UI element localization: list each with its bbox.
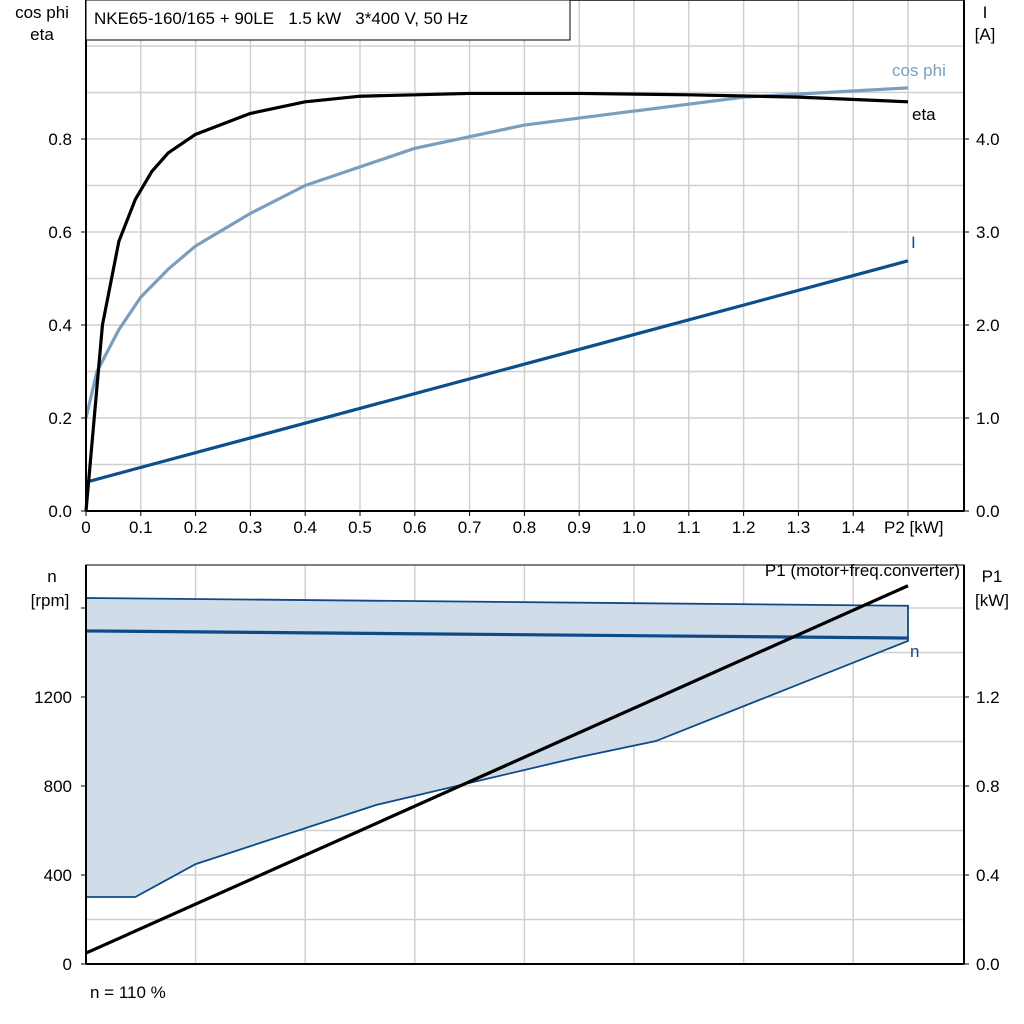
title-box	[85, 0, 571, 41]
x-tick-label: 0.9	[567, 518, 591, 537]
chart-marks	[84, 86, 909, 955]
series-line-p1	[85, 584, 909, 955]
series-line-n	[85, 629, 909, 640]
x-tick-label: 0.6	[403, 518, 427, 537]
y-right-tick-label: 1.2	[976, 688, 1000, 707]
y-left-tick-label: 1200	[34, 688, 72, 707]
x-axis-label: P2 [kW]	[884, 518, 944, 537]
x-tick-label: 1.4	[841, 518, 865, 537]
x-tick-label: 0.8	[513, 518, 537, 537]
y-left-label-2: eta	[30, 25, 54, 44]
y-left-tick-label: 400	[44, 866, 72, 885]
series-label-p1: P1 (motor+freq.converter)	[765, 561, 960, 580]
y-right-tick-label: 3.0	[976, 223, 1000, 242]
x-tick-label: 1.2	[732, 518, 756, 537]
y-right-tick-label: 0.8	[976, 777, 1000, 796]
y-left-tick-label: 0.4	[48, 316, 72, 335]
x-tick-label: 1.0	[622, 518, 646, 537]
series-label-cosphi: cos phi	[892, 61, 946, 80]
y-right-tick-label: 2.0	[976, 316, 1000, 335]
x-tick-label: 0.5	[348, 518, 372, 537]
speed-note: n = 110 %	[90, 983, 166, 1002]
series-label-i: I	[911, 233, 916, 252]
y-right-tick-label: 1.0	[976, 409, 1000, 428]
y-left-label-1: cos phi	[15, 3, 69, 22]
x-tick-label: 0	[81, 518, 90, 537]
x-tick-label: 0.3	[239, 518, 263, 537]
top-grid	[86, 0, 964, 511]
series-line-I	[85, 259, 909, 484]
x-tick-label: 1.3	[787, 518, 811, 537]
x-tick-label: 0.4	[293, 518, 317, 537]
bottom-y-right-label-2: [kW]	[975, 591, 1009, 610]
y-right-tick-label: 0.4	[976, 866, 1000, 885]
y-right-tick-label: 4.0	[976, 130, 1000, 149]
bottom-y-left-label-1: n	[47, 567, 56, 586]
y-left-tick-label: 0.6	[48, 223, 72, 242]
y-left-tick-label: 0.0	[48, 502, 72, 521]
series-label-eta: eta	[912, 105, 936, 124]
series-line-eta	[84, 91, 909, 512]
x-tick-label: 0.7	[458, 518, 482, 537]
y-left-tick-label: 0	[63, 955, 72, 974]
x-tick-label: 1.1	[677, 518, 701, 537]
bottom-y-left-label-2: [rpm]	[31, 591, 70, 610]
chart-title: NKE65-160/165 + 90LE 1.5 kW 3*400 V, 50 …	[94, 9, 468, 28]
y-right-label-2: [A]	[975, 25, 996, 44]
y-left-tick-label: 0.8	[48, 130, 72, 149]
series-line-cos-phi	[84, 86, 909, 419]
bottom-y-right-label-1: P1	[982, 567, 1003, 586]
series-label-n: n	[910, 642, 919, 661]
y-right-label-1: I	[983, 3, 988, 22]
axes: 0 0.1 0.2 0.3 0.4 0.5 0.6 0.7 0.8 0.9 1.0 1.1 1.2 1.3…	[34, 0, 1000, 974]
y-left-tick-label: 0.2	[48, 409, 72, 428]
y-right-tick-label: 0.0	[976, 502, 1000, 521]
speed-range-band	[85, 597, 909, 898]
y-right-tick-label: 0.0	[976, 955, 1000, 974]
y-left-tick-label: 800	[44, 777, 72, 796]
x-tick-label: 0.2	[184, 518, 208, 537]
x-tick-label: 0.1	[129, 518, 153, 537]
